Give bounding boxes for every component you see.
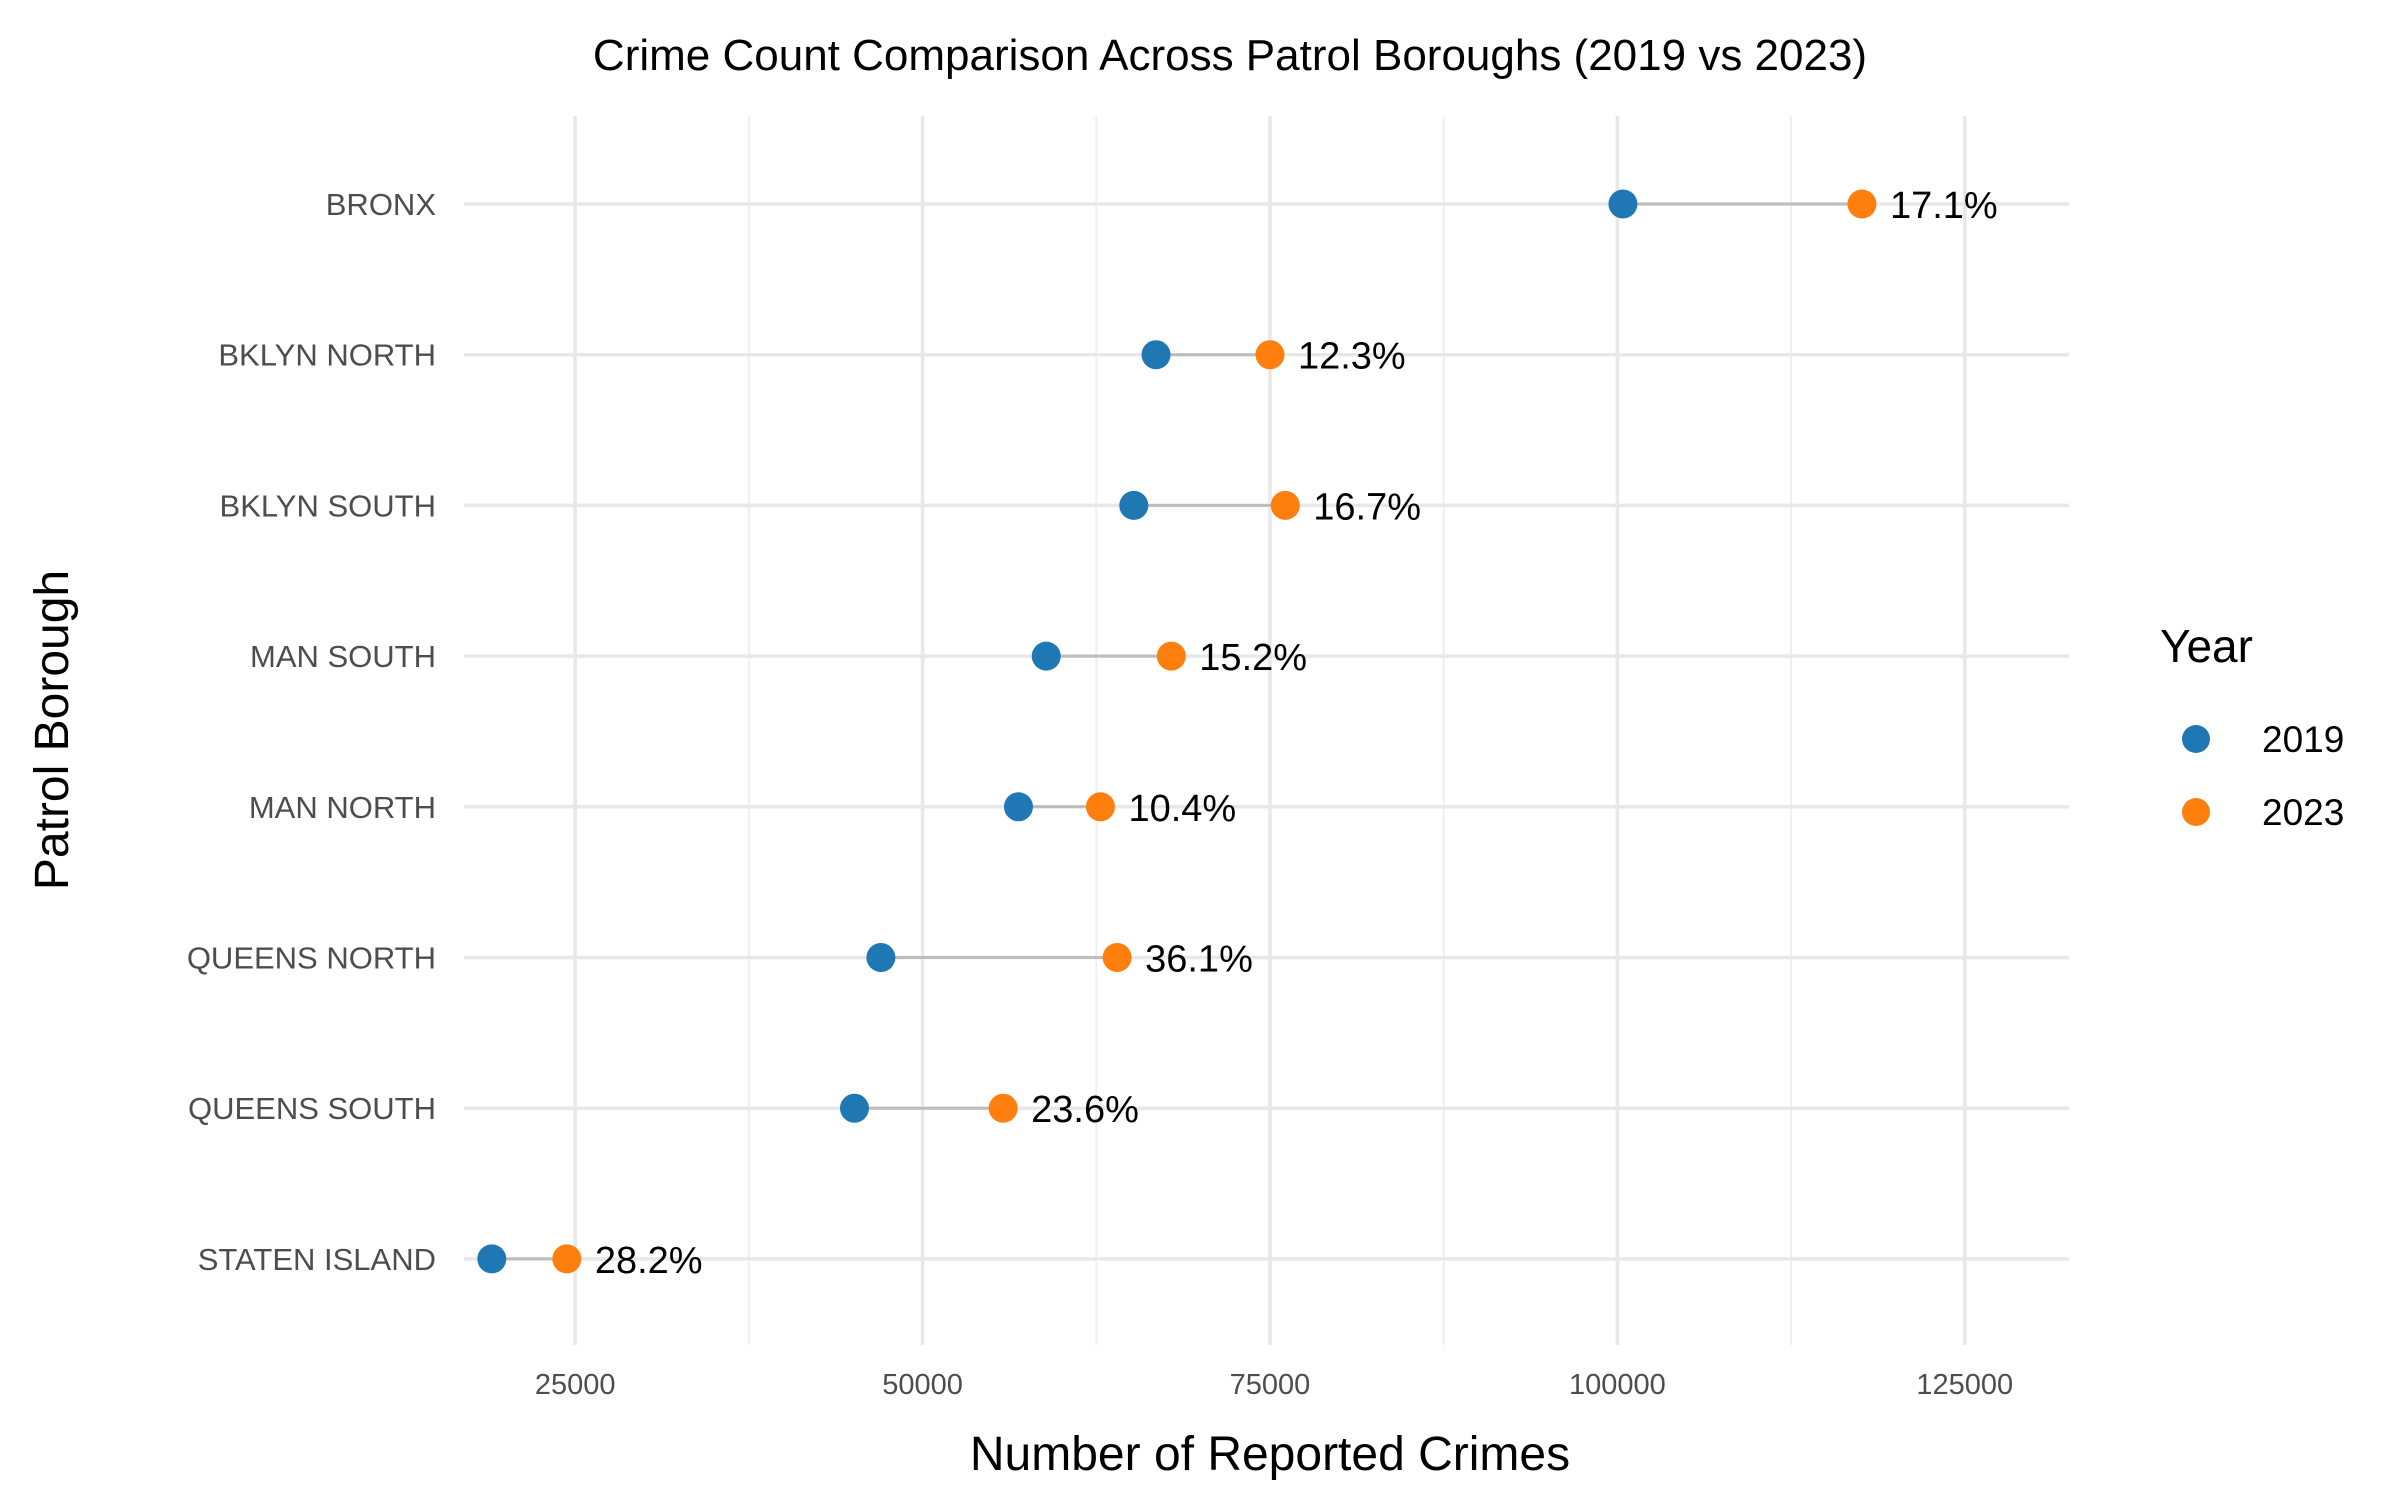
y-tick-label: QUEENS NORTH [187, 941, 436, 976]
point-2023 [1085, 792, 1115, 822]
y-tick-label: MAN NORTH [249, 790, 436, 825]
change-label: 28.2% [595, 1240, 703, 1282]
point-2019 [866, 943, 896, 972]
legend: Year 2019 2023 [2160, 620, 2344, 833]
point-2023 [988, 1093, 1018, 1123]
point-2023 [1156, 641, 1186, 671]
legend-key-2023 [2182, 798, 2210, 826]
y-tick-label: MAN SOUTH [250, 639, 436, 674]
marks: 17.1% 12.3% 16.7% 15.2% 10.4% 36.1% 23.6% 28.2% [477, 185, 1998, 1282]
x-tick-label: 50000 [882, 1369, 963, 1401]
x-tick-label: 125000 [1916, 1369, 2013, 1401]
point-2023 [1270, 490, 1300, 520]
point-2023 [1847, 189, 1877, 219]
point-2019 [477, 1244, 507, 1274]
point-2023 [1102, 943, 1132, 972]
chart-title: Crime Count Comparison Across Patrol Bor… [593, 31, 1867, 80]
x-tick-label: 75000 [1230, 1369, 1311, 1401]
point-2019 [1119, 490, 1149, 520]
legend-key-2019 [2182, 725, 2210, 753]
point-2019 [1141, 340, 1171, 370]
point-2019 [1003, 792, 1033, 822]
change-label: 17.1% [1890, 185, 1998, 227]
legend-label-2023: 2023 [2262, 792, 2344, 833]
change-label: 23.6% [1031, 1089, 1139, 1131]
change-label: 15.2% [1199, 637, 1307, 679]
y-tick-label: STATEN ISLAND [198, 1242, 436, 1277]
point-2023 [1255, 340, 1285, 370]
x-tick-label: 100000 [1569, 1369, 1666, 1401]
point-2023 [552, 1244, 582, 1274]
legend-title: Year [2160, 620, 2253, 672]
change-label: 12.3% [1298, 336, 1406, 378]
y-tick-label: BKLYN SOUTH [220, 488, 436, 523]
change-label: 36.1% [1145, 939, 1253, 981]
y-axis-label: Patrol Borough [26, 570, 79, 890]
legend-label-2019: 2019 [2262, 719, 2344, 760]
y-tick-label: BKLYN NORTH [218, 338, 436, 373]
axis-ticks: 25000 50000 75000 100000 125000 BRONX BKLYN NO… [187, 187, 2013, 1401]
point-2019 [1608, 189, 1638, 219]
y-tick-label: BRONX [326, 187, 437, 222]
y-tick-label: QUEENS SOUTH [188, 1091, 436, 1126]
point-2019 [839, 1093, 869, 1123]
x-tick-label: 25000 [535, 1369, 616, 1401]
change-label: 16.7% [1313, 486, 1421, 528]
change-label: 10.4% [1128, 788, 1236, 830]
x-axis-label: Number of Reported Crimes [970, 1428, 1570, 1481]
point-2019 [1031, 641, 1061, 671]
grid [464, 116, 2069, 1345]
